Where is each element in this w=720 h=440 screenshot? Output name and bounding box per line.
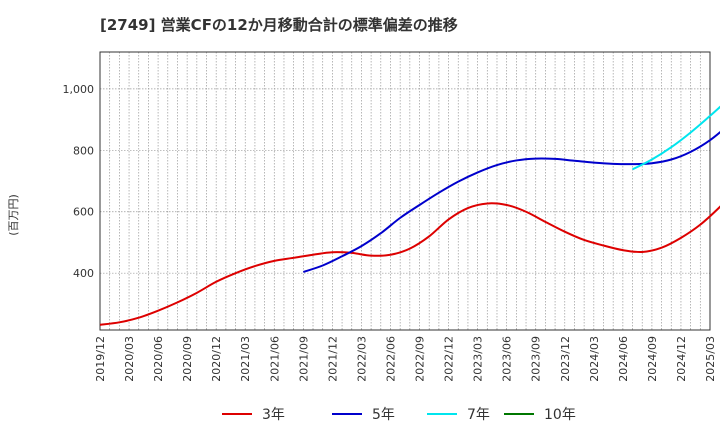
legend-label: 5年 bbox=[372, 407, 395, 423]
x-tick-label: 2021/09 bbox=[297, 336, 310, 382]
plot-area-border bbox=[99, 51, 711, 331]
x-tick-label: 2025/03 bbox=[704, 336, 717, 382]
y-tick-label: 1,000 bbox=[63, 83, 95, 96]
legend-label: 10年 bbox=[544, 407, 576, 423]
x-tick-label: 2021/06 bbox=[268, 336, 281, 382]
x-tick-label: 2020/03 bbox=[123, 336, 136, 382]
x-tick-label: 2020/12 bbox=[210, 336, 223, 382]
legend-label: 3年 bbox=[262, 407, 285, 423]
series-line-7年 bbox=[632, 105, 720, 171]
x-tick-label: 2024/09 bbox=[646, 336, 659, 382]
x-tick-label: 2019/12 bbox=[94, 336, 107, 382]
x-tick-label: 2022/03 bbox=[355, 336, 368, 382]
legend: 3年 5年 7年 10年 bbox=[222, 407, 576, 423]
series-lines bbox=[99, 105, 720, 326]
grid bbox=[100, 52, 710, 330]
x-tick-label: 2023/09 bbox=[530, 336, 543, 382]
x-tick-label: 2024/12 bbox=[675, 336, 688, 382]
y-tick-label: 800 bbox=[73, 144, 94, 157]
x-tick-label: 2023/06 bbox=[501, 336, 514, 382]
x-tick-label: 2022/09 bbox=[414, 336, 427, 382]
x-tick-label: 2021/12 bbox=[326, 336, 339, 382]
series-line-5年 bbox=[303, 131, 720, 273]
series-line-3年 bbox=[99, 202, 720, 326]
x-tick-label: 2021/03 bbox=[239, 336, 252, 382]
y-axis-label: (百万円) bbox=[7, 194, 20, 236]
y-tick-label: 400 bbox=[73, 267, 94, 280]
x-tick-label: 2020/06 bbox=[152, 336, 165, 382]
x-tick-label: 2024/03 bbox=[588, 336, 601, 382]
x-tick-label: 2022/06 bbox=[384, 336, 397, 382]
x-tick-label: 2024/06 bbox=[617, 336, 630, 382]
chart-title: [2749] 営業CFの12か月移動合計の標準偏差の推移 bbox=[100, 16, 458, 34]
x-tick-label: 2022/12 bbox=[443, 336, 456, 382]
x-tick-label: 2023/12 bbox=[559, 336, 572, 382]
y-tick-labels: 400 600 800 1,000 bbox=[63, 83, 95, 280]
x-tick-label: 2020/09 bbox=[181, 336, 194, 382]
y-tick-label: 600 bbox=[73, 206, 94, 219]
legend-label: 7年 bbox=[467, 407, 490, 423]
x-tick-label: 2023/03 bbox=[472, 336, 485, 382]
x-tick-labels: 2019/12 2020/03 2020/06 2020/09 2020/12 2021/… bbox=[94, 336, 717, 382]
